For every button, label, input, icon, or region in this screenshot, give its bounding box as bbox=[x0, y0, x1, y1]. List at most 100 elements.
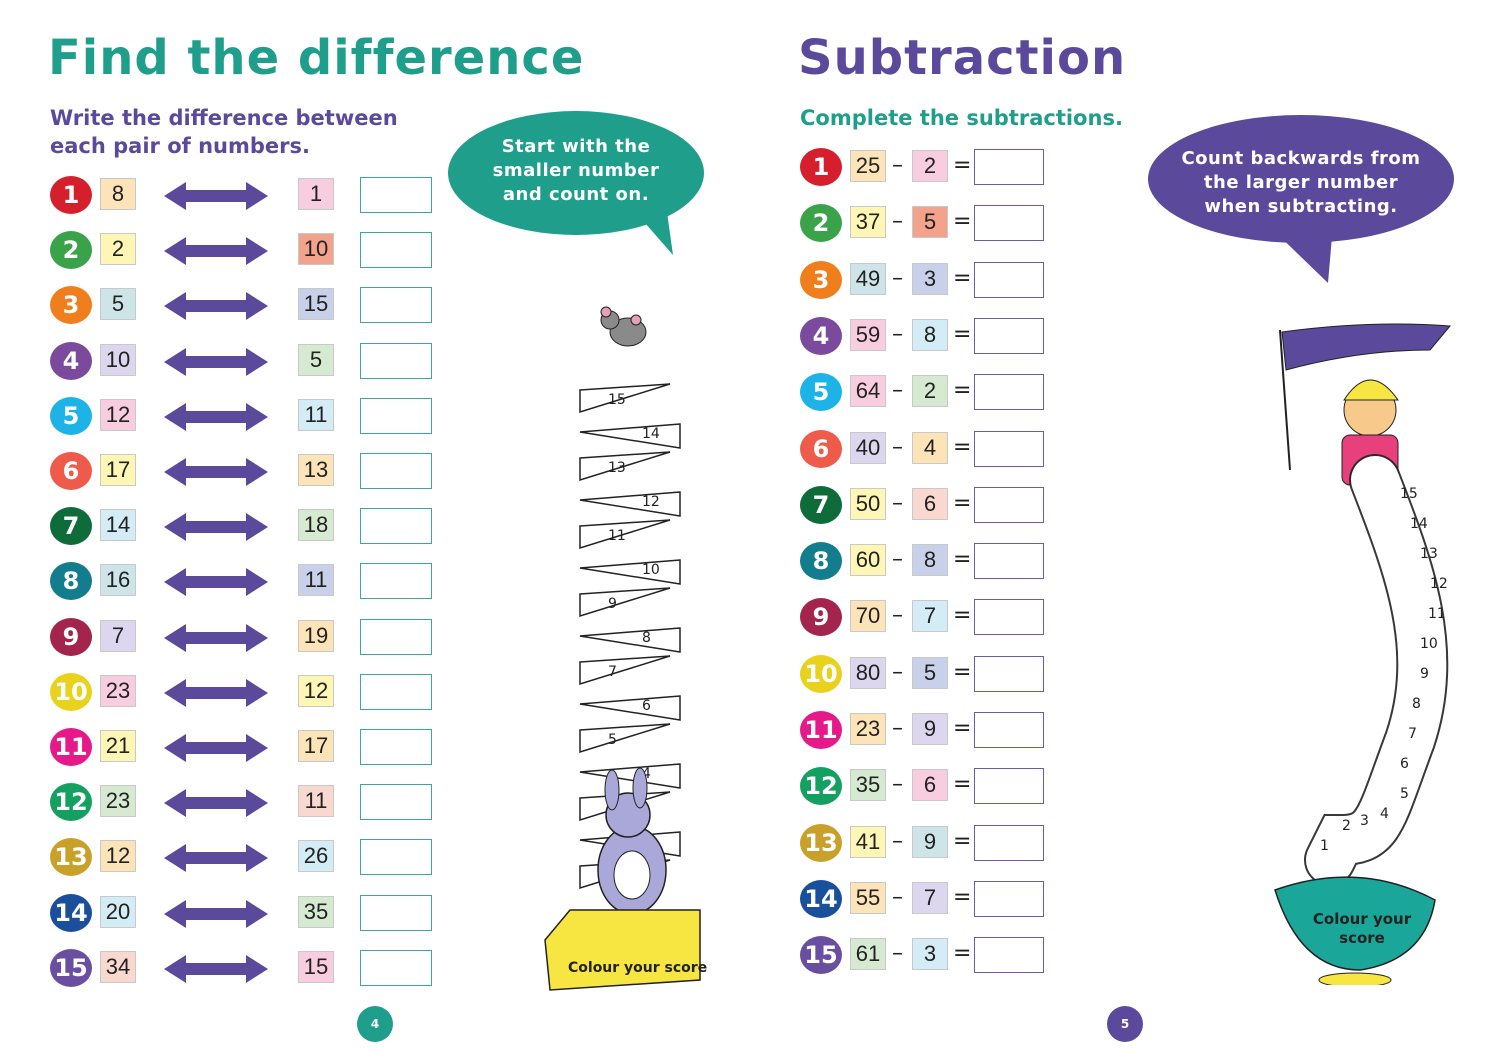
answer-box[interactable] bbox=[974, 712, 1044, 748]
difference-row: 2 2 10 bbox=[50, 231, 440, 271]
genie-lamp-illustration: 1 2 3 4 5 6 7 8 9 10 11 12 13 14 15 Colour your score bbox=[1260, 320, 1480, 988]
answer-box[interactable] bbox=[974, 768, 1044, 805]
answer-box[interactable] bbox=[360, 894, 432, 931]
subtraction-row: 1 25–2 = bbox=[800, 148, 1050, 188]
answer-box[interactable] bbox=[360, 508, 432, 545]
equals-sign: = bbox=[953, 659, 972, 685]
answer-box[interactable] bbox=[974, 149, 1044, 185]
answer-box[interactable] bbox=[360, 563, 432, 600]
minus-sign: – bbox=[892, 716, 903, 741]
answer-box[interactable] bbox=[974, 543, 1044, 580]
subtraction-row: 3 49–3 = bbox=[800, 260, 1050, 301]
minus-sign: – bbox=[892, 490, 903, 516]
question-number-badge: 14 bbox=[50, 893, 92, 932]
answer-box[interactable] bbox=[360, 287, 432, 324]
second-number: 1 bbox=[298, 178, 334, 210]
instruction: Write the difference between each pair o… bbox=[50, 106, 398, 158]
answer-box[interactable] bbox=[360, 784, 432, 821]
question-number-badge: 8 bbox=[50, 562, 92, 601]
answer-box[interactable] bbox=[974, 430, 1044, 467]
answer-box[interactable] bbox=[974, 655, 1044, 692]
answer-box[interactable] bbox=[974, 374, 1044, 411]
carrot-step: 13 bbox=[579, 451, 671, 482]
question-number-badge: 4 bbox=[50, 341, 92, 380]
first-number: 10 bbox=[100, 343, 136, 376]
difference-row: 4 10 5 bbox=[50, 341, 440, 382]
subtraction-row: 12 35–6 = bbox=[800, 767, 1050, 807]
answer-box[interactable] bbox=[974, 937, 1044, 974]
double-arrow-icon bbox=[164, 954, 268, 983]
answer-box[interactable] bbox=[360, 839, 432, 876]
answer-box[interactable] bbox=[360, 729, 432, 765]
colour-score-caption: Colour your score bbox=[568, 960, 708, 976]
second-number: 35 bbox=[298, 895, 334, 928]
question-number-badge: 12 bbox=[800, 767, 842, 806]
answer-box[interactable] bbox=[360, 177, 432, 213]
minus-sign: – bbox=[892, 941, 903, 967]
first-number: 60 bbox=[850, 544, 886, 577]
snake-step-number: 4 bbox=[1380, 806, 1389, 822]
page-number: 4 bbox=[357, 1006, 393, 1042]
snake-step-number: 15 bbox=[1400, 486, 1418, 502]
answer-box[interactable] bbox=[974, 599, 1044, 636]
double-arrow-icon bbox=[164, 237, 268, 266]
minus-sign: – bbox=[892, 659, 903, 685]
second-number: 2 bbox=[912, 375, 948, 408]
difference-row: 12 23 11 bbox=[50, 783, 440, 823]
snake-step-number: 12 bbox=[1430, 576, 1448, 592]
second-number: 3 bbox=[912, 938, 948, 971]
double-arrow-icon bbox=[164, 182, 268, 210]
first-number: 23 bbox=[100, 674, 136, 707]
answer-box[interactable] bbox=[360, 673, 432, 710]
equals-sign: = bbox=[953, 603, 972, 629]
carrot-step-number: 14 bbox=[642, 426, 660, 442]
carrot-step-number: 11 bbox=[608, 528, 626, 544]
double-arrow-icon bbox=[164, 789, 268, 818]
subtraction-row: 15 61–3 = bbox=[800, 936, 1050, 976]
carrot-step: 11 bbox=[579, 519, 671, 550]
difference-row: 15 34 15 bbox=[50, 948, 440, 989]
first-number: 49 bbox=[850, 262, 886, 295]
first-number: 55 bbox=[850, 881, 886, 914]
question-number-badge: 15 bbox=[800, 936, 842, 975]
question-number-badge: 14 bbox=[800, 879, 842, 918]
answer-box[interactable] bbox=[974, 261, 1044, 298]
answer-box[interactable] bbox=[360, 397, 432, 434]
difference-row: 8 16 11 bbox=[50, 562, 440, 602]
answer-box[interactable] bbox=[360, 342, 432, 379]
equals-sign: = bbox=[953, 490, 972, 516]
question-number-badge: 10 bbox=[800, 654, 842, 693]
answer-box[interactable] bbox=[360, 618, 432, 655]
minus-sign: – bbox=[892, 603, 903, 629]
question-number-badge: 3 bbox=[800, 260, 842, 299]
mouse-icon bbox=[600, 306, 647, 347]
tip-bubble: Count backwards from the larger number w… bbox=[1148, 115, 1454, 283]
first-number: 25 bbox=[850, 150, 886, 182]
snake-step-number: 10 bbox=[1420, 636, 1438, 652]
answer-box[interactable] bbox=[360, 453, 432, 489]
subtraction-row: 5 64–2 = bbox=[800, 373, 1050, 413]
second-number: 18 bbox=[298, 509, 334, 542]
right-page: Subtraction Complete the subtractions. C… bbox=[750, 0, 1500, 1061]
equals-sign: = bbox=[953, 828, 972, 854]
page-title: Find the difference bbox=[48, 30, 585, 86]
answer-box[interactable] bbox=[360, 232, 432, 269]
carrot-tower: 151413121110987654321 bbox=[544, 306, 701, 991]
subtraction-row: 7 50–6 = bbox=[800, 485, 1050, 526]
answer-box[interactable] bbox=[974, 486, 1044, 523]
magic-lamp-icon bbox=[1274, 876, 1436, 988]
question-number-badge: 1 bbox=[50, 176, 92, 214]
equals-sign: = bbox=[953, 434, 972, 460]
answer-box[interactable] bbox=[974, 880, 1044, 917]
second-number: 7 bbox=[912, 881, 948, 914]
first-number: 61 bbox=[850, 938, 886, 971]
answer-box[interactable] bbox=[974, 824, 1044, 861]
question-number-badge: 4 bbox=[800, 316, 842, 355]
answer-box[interactable] bbox=[974, 317, 1044, 354]
question-number-badge: 2 bbox=[800, 204, 842, 243]
question-number-badge: 6 bbox=[50, 452, 92, 490]
first-number: 70 bbox=[850, 600, 886, 633]
answer-box[interactable] bbox=[360, 949, 432, 986]
answer-box[interactable] bbox=[974, 205, 1044, 242]
second-number: 11 bbox=[298, 785, 334, 818]
